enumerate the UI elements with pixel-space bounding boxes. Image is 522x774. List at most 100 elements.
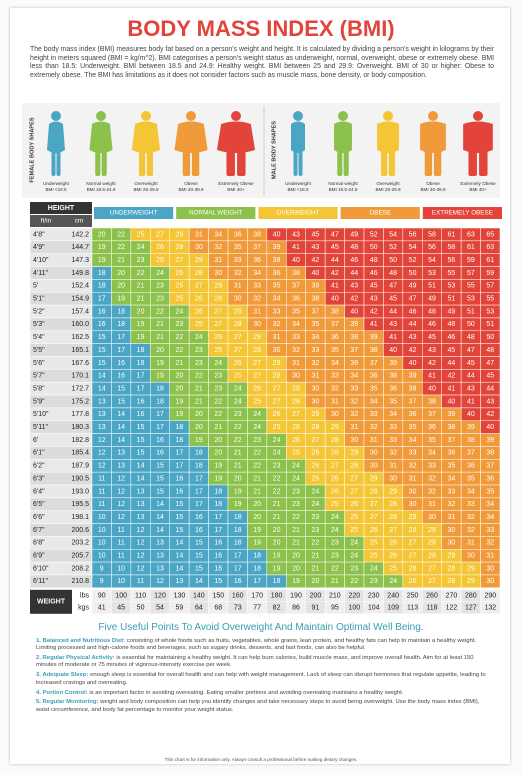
bmi-value: 44 <box>331 257 339 264</box>
bmi-value: 50 <box>370 244 378 251</box>
tip-label: 1. Balanced and Nutritious Diet: <box>36 638 126 644</box>
bmi-value: 30 <box>195 244 203 251</box>
bmi-value: 38 <box>312 296 320 303</box>
bmi-value: 35 <box>409 424 417 431</box>
bmi-value: 24 <box>156 270 164 277</box>
bmi-value: 34 <box>486 501 494 508</box>
height-ft: 6'6" <box>33 514 45 521</box>
bmi-value: 31 <box>331 398 339 405</box>
bmi-value: 44 <box>409 321 417 328</box>
height-ft: 6'2" <box>33 463 45 470</box>
bmi-value: 32 <box>370 424 378 431</box>
bmi-value: 33 <box>312 347 320 354</box>
bmi-value: 36 <box>467 463 475 470</box>
bmi-value: 9 <box>100 578 104 585</box>
bmi-value: 25 <box>292 450 300 457</box>
bmi-value: 48 <box>448 321 456 328</box>
bmi-value: 11 <box>98 475 105 482</box>
bmi-value: 48 <box>467 334 475 341</box>
height-ft: 4'10" <box>33 257 49 264</box>
figure-leg <box>468 150 477 176</box>
bmi-value: 32 <box>428 488 436 495</box>
bmi-value: 22 <box>253 450 261 457</box>
weight-value: 120 <box>154 593 166 600</box>
bmi-value: 17 <box>195 488 203 495</box>
bmi-value: 29 <box>273 360 281 367</box>
bmi-value: 14 <box>117 424 125 431</box>
bmi-value: 13 <box>176 578 184 585</box>
figure-leg <box>146 150 154 176</box>
bmi-value: 25 <box>331 501 339 508</box>
bmi-value: 21 <box>195 385 203 392</box>
bmi-value: 30 <box>370 463 378 470</box>
bmi-value: 16 <box>234 578 242 585</box>
bmi-value: 19 <box>137 321 145 328</box>
bmi-value: 38 <box>409 385 417 392</box>
bmi-value: 45 <box>428 334 436 341</box>
bmi-value: 15 <box>195 565 203 572</box>
bmi-value: 24 <box>292 463 300 470</box>
bmi-value: 24 <box>234 385 242 392</box>
bmi-value: 18 <box>234 514 242 521</box>
bmi-value: 28 <box>214 296 222 303</box>
weight-value: 270 <box>446 593 458 600</box>
height-ft: 5'11" <box>33 424 48 431</box>
bmi-value: 32 <box>331 385 339 392</box>
bmi-value: 18 <box>176 437 184 444</box>
bmi-value: 47 <box>409 296 417 303</box>
bmi-value: 23 <box>292 488 300 495</box>
bmi-value: 27 <box>428 565 436 572</box>
bmi-value: 17 <box>234 553 242 560</box>
bmi-value: 33 <box>486 527 494 534</box>
bmi-value: 30 <box>292 373 300 380</box>
bmi-value: 42 <box>370 308 378 315</box>
bmi-value: 27 <box>350 475 358 482</box>
bmi-value: 34 <box>428 450 436 457</box>
bmi-value: 29 <box>370 475 378 482</box>
bmi-value: 20 <box>292 553 300 560</box>
bmi-value: 18 <box>234 527 242 534</box>
bmi-value: 31 <box>428 501 436 508</box>
bmi-value: 26 <box>292 424 300 431</box>
figure-body <box>377 121 399 153</box>
bmi-value: 25 <box>370 553 378 560</box>
bmi-value: 17 <box>195 501 203 508</box>
bmi-value: 27 <box>370 514 378 521</box>
height-cm: 149.8 <box>71 270 89 277</box>
bmi-value: 16 <box>214 540 222 547</box>
bmi-value: 35 <box>428 437 436 444</box>
bmi-value: 40 <box>273 231 281 238</box>
bmi-value: 29 <box>331 424 339 431</box>
bmi-value: 20 <box>273 527 281 534</box>
bmi-value: 36 <box>234 231 242 238</box>
height-ft: 6' <box>33 437 38 444</box>
weight-value: 230 <box>368 593 380 600</box>
bmi-value: 20 <box>292 565 300 572</box>
figure-leg <box>337 150 343 176</box>
bmi-value: 25 <box>234 373 242 380</box>
height-cm: 160.0 <box>71 321 89 328</box>
cm-header: cm <box>75 218 84 225</box>
bmi-value: 22 <box>117 231 125 238</box>
bmi-value: 22 <box>214 398 222 405</box>
shape-range: BMI 30-39.9 <box>178 187 203 192</box>
bmi-value: 18 <box>98 270 106 277</box>
bmi-value: 18 <box>176 424 184 431</box>
shapes-group-title: FEMALE BODY SHAPES <box>29 117 35 182</box>
figure-body <box>174 121 208 153</box>
bmi-value: 26 <box>195 296 203 303</box>
bmi-value: 27 <box>156 231 164 238</box>
bmi-value: 26 <box>389 553 397 560</box>
bmi-value: 33 <box>448 488 456 495</box>
bmi-value: 15 <box>195 553 203 560</box>
bmi-value: 49 <box>428 296 436 303</box>
bmi-value: 30 <box>428 514 436 521</box>
bmi-value: 21 <box>214 424 222 431</box>
weight-value: 118 <box>426 605 437 612</box>
bmi-value: 30 <box>448 540 456 547</box>
bmi-value: 11 <box>98 488 105 495</box>
bmi-value: 22 <box>331 565 339 572</box>
height-cm: 210.8 <box>71 578 89 585</box>
bmi-value: 25 <box>273 424 281 431</box>
bmi-value: 43 <box>370 296 378 303</box>
